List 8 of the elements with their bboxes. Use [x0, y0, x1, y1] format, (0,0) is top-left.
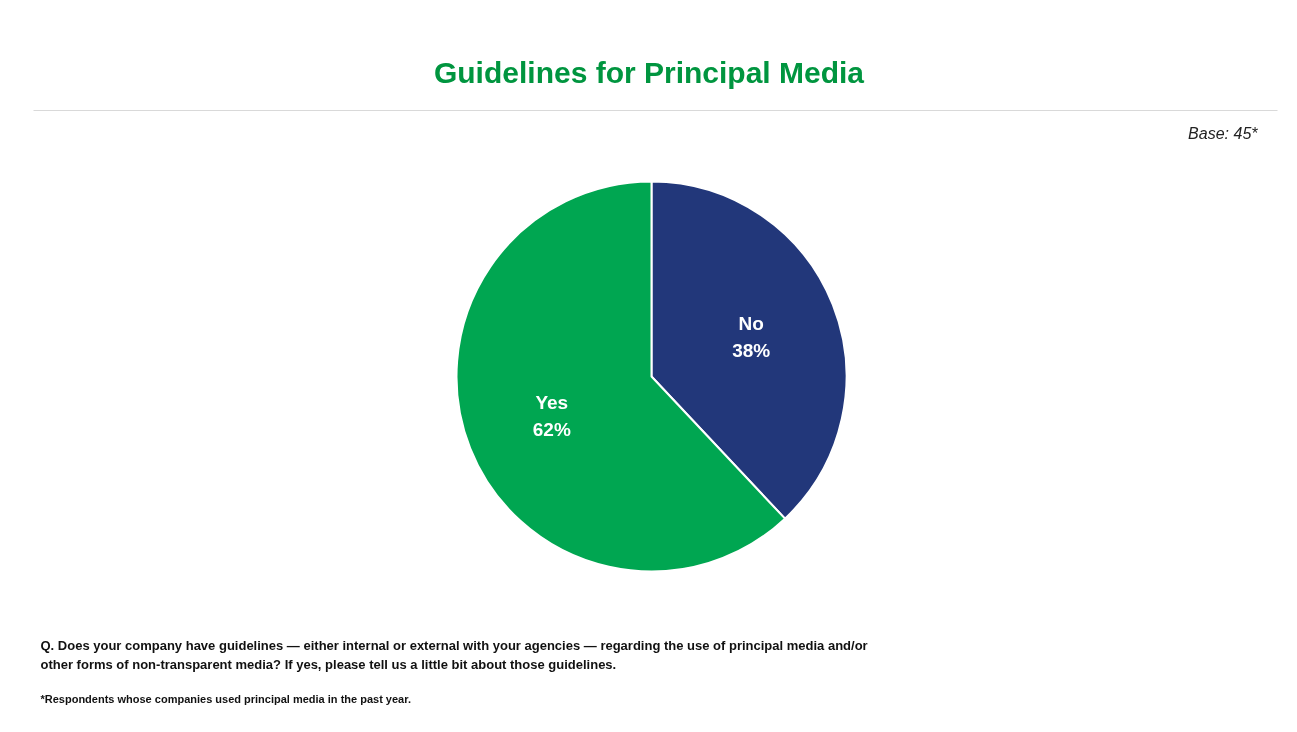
text: Q. Does your company have guidelines — either internal or external with your agencies — regarding the use of principal media and/or other forms of non-transparent media? If yes, please tell us a little bit about those guidelines. — [40, 637, 868, 672]
slice-label: No — [738, 313, 764, 335]
text: Base: 45* — [1188, 125, 1259, 142]
data-label: 62% — [532, 418, 571, 440]
slice-label: Yes — [535, 392, 569, 414]
chart-title: Guidelines for Principal Media — [433, 56, 865, 89]
data-label: 38% — [732, 339, 771, 361]
text: *Respondents whose companies used principal media in the past year. — [40, 692, 411, 705]
